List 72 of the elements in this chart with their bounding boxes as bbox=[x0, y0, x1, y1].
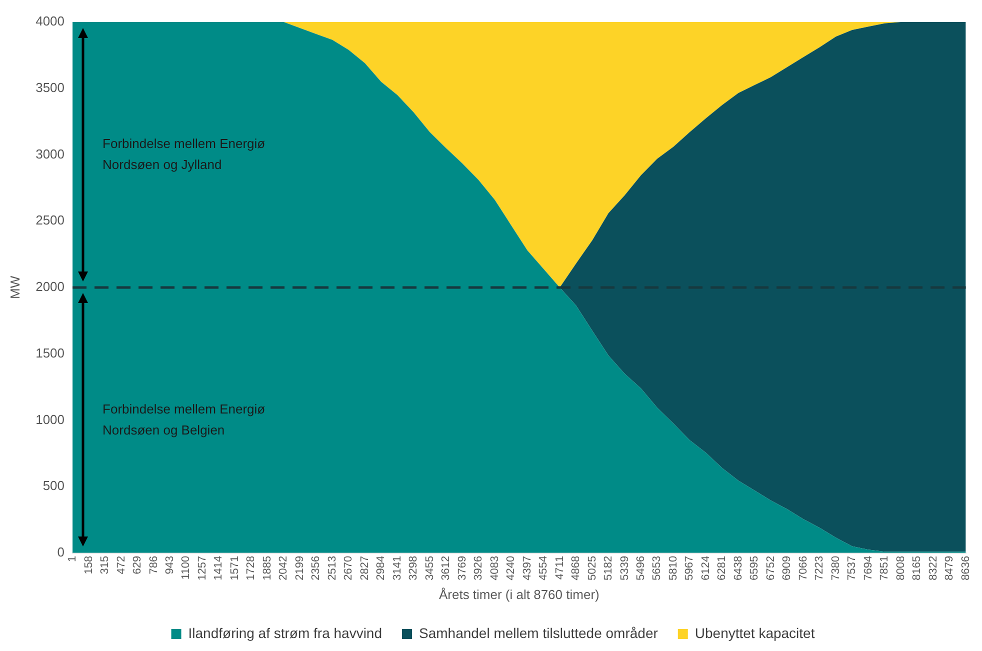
x-tick-label: 1257 bbox=[196, 556, 208, 580]
x-tick-label: 6438 bbox=[732, 556, 744, 580]
y-tick-label: 500 bbox=[42, 478, 65, 494]
x-tick-label: 4554 bbox=[538, 556, 550, 580]
x-tick-label: 1414 bbox=[212, 556, 225, 580]
y-tick-label: 1000 bbox=[36, 412, 65, 427]
x-tick-label: 2199 bbox=[294, 556, 306, 580]
x-tick-label: 6124 bbox=[700, 556, 712, 580]
x-tick-label: 8636 bbox=[960, 556, 972, 580]
x-tick-label: 1571 bbox=[228, 556, 241, 580]
x-tick-label: 3769 bbox=[456, 556, 468, 580]
x-tick-label: 6752 bbox=[764, 556, 777, 580]
y-tick-label: 2000 bbox=[36, 279, 65, 294]
x-tick-label: 1728 bbox=[245, 556, 258, 580]
x-tick-label: 8165 bbox=[911, 556, 924, 580]
x-tick-label: 5810 bbox=[667, 556, 680, 580]
x-tick-label: 4868 bbox=[570, 556, 582, 580]
x-tick-label: 2513 bbox=[326, 556, 338, 580]
x-tick-label: 3455 bbox=[424, 556, 436, 580]
x-tick-label: 943 bbox=[164, 556, 176, 574]
x-tick-label: 1885 bbox=[261, 556, 274, 580]
y-tick-label: 0 bbox=[57, 544, 65, 560]
x-tick-label: 5182 bbox=[602, 556, 615, 580]
x-tick-label: 2356 bbox=[310, 556, 322, 580]
x-tick-label: 315 bbox=[99, 556, 112, 574]
legend-label: Ubenyttet kapacitet bbox=[694, 624, 815, 641]
x-tick-label: 2670 bbox=[342, 556, 355, 580]
x-tick-label: 6909 bbox=[781, 556, 794, 580]
y-tick-label: 2500 bbox=[36, 212, 65, 228]
x-tick-label: 6281 bbox=[716, 556, 728, 580]
x-tick-label: 8479 bbox=[944, 556, 956, 580]
x-tick-label: 5025 bbox=[586, 556, 598, 580]
x-tick-label: 1100 bbox=[180, 556, 192, 580]
y-tick-label: 4000 bbox=[36, 14, 65, 29]
x-tick-label: 629 bbox=[132, 556, 144, 574]
x-axis-title: Årets timer (i alt 8760 timer) bbox=[438, 586, 600, 602]
x-tick-label: 5967 bbox=[684, 556, 696, 580]
x-tick-label: 786 bbox=[148, 556, 160, 574]
x-tick-label: 7694 bbox=[862, 556, 874, 580]
x-tick-label: 3298 bbox=[408, 556, 420, 580]
x-tick-label: 5496 bbox=[635, 556, 647, 580]
x-tick-label: 1 bbox=[66, 556, 79, 562]
y-tick-label: 3000 bbox=[36, 146, 65, 162]
x-tick-label: 4083 bbox=[488, 556, 501, 580]
x-tick-label: 5653 bbox=[651, 556, 664, 580]
x-tick-label: 158 bbox=[82, 556, 95, 574]
annotation: Forbindelse mellem Energiø Nordsøen og Belgien bbox=[102, 401, 266, 438]
x-tick-label: 7851 bbox=[878, 556, 891, 580]
x-tick-label: 7380 bbox=[830, 556, 842, 580]
x-tick-label: 4711 bbox=[554, 556, 566, 580]
x-tick-label: 2827 bbox=[358, 556, 371, 580]
x-tick-label: 5339 bbox=[618, 556, 631, 580]
y-tick-label: 3500 bbox=[36, 80, 65, 95]
x-tick-label: 3926 bbox=[472, 556, 485, 580]
x-tick-label: 4240 bbox=[505, 556, 518, 580]
legend-label: Samhandel mellem tilsluttede områder bbox=[419, 624, 658, 641]
x-tick-label: 7537 bbox=[846, 556, 858, 580]
y-tick-label: 1500 bbox=[36, 345, 65, 360]
y-axis-title: MW bbox=[7, 275, 22, 300]
legend-label: Ilandføring af strøm fra havvind bbox=[188, 624, 382, 641]
x-tick-label: 3141 bbox=[391, 556, 404, 580]
x-tick-label: 7066 bbox=[797, 556, 810, 580]
x-tick-label: 2984 bbox=[375, 556, 388, 580]
x-tick-label: 3612 bbox=[440, 556, 452, 580]
x-tick-label: 472 bbox=[115, 556, 128, 574]
annotation: Forbindelse mellem Energiø Nordsøen og Jylland bbox=[102, 136, 266, 172]
x-tick-label: 2042 bbox=[278, 556, 290, 580]
x-tick-label: 4397 bbox=[521, 556, 534, 580]
x-tick-label: 8322 bbox=[927, 556, 940, 580]
x-tick-label: 6595 bbox=[748, 556, 761, 580]
x-tick-label: 7223 bbox=[814, 556, 826, 580]
x-tick-label: 8008 bbox=[894, 556, 907, 580]
